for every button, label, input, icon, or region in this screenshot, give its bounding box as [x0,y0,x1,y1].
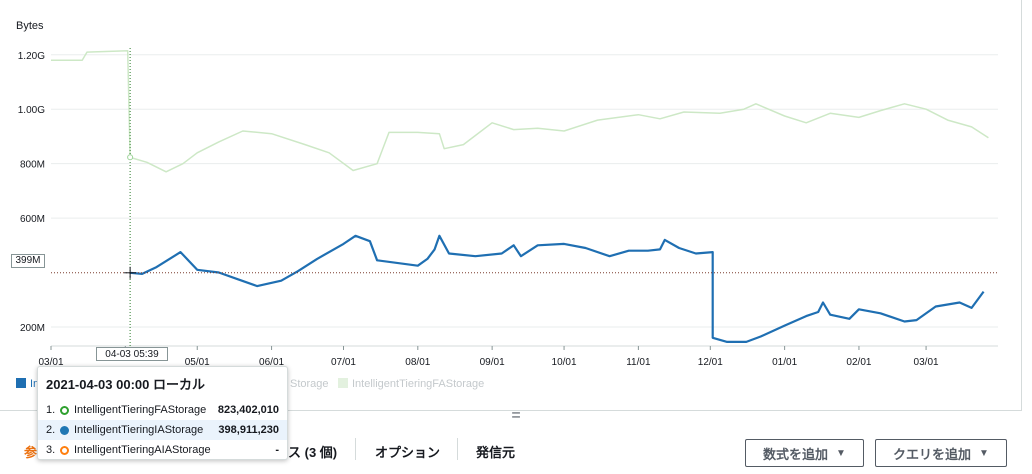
datapoint-tooltip: 2021-04-03 00:00 ローカル 1. IntelligentTier… [37,366,288,460]
legend-item-fa[interactable]: IntelligentTieringFAStorage [338,378,484,390]
tooltip-row-index: 1. [46,404,56,416]
add-query-button[interactable]: クエリを追加 ▼ [875,439,1007,467]
x-tick-label: 01/01 [772,357,797,368]
legend-item-ia[interactable]: In [16,378,39,390]
bottom-tab-bar: 参 ス (3 個) オプション 発信元 数式を追加 ▼ クエリを追加 ▼ [0,424,1032,474]
tab-source[interactable]: 参 [24,445,38,460]
add-query-label: クエリを追加 [893,446,972,462]
filled-dot-icon [60,425,69,435]
x-tick-label: 07/01 [331,357,356,368]
tooltip-row-name: IntelligentTieringFAStorage [74,404,207,416]
tooltip-row-value: - [275,444,279,456]
x-tick-label: 03/01 [914,357,939,368]
y-axis-title: Bytes [16,20,44,32]
tooltip-title: 2021-04-03 00:00 ローカル [46,377,205,392]
x-tick-label: 12/01 [698,357,723,368]
caret-down-icon: ▼ [979,447,989,459]
legend-swatch-fa [338,378,348,388]
legend-item-ia-tail: Storage [290,378,329,390]
legend-label-ia: In [30,378,40,390]
legend-label-fa: IntelligentTieringFAStorage [352,378,485,390]
y-tick-label: 1.00G [18,105,45,116]
tooltip-row: 3. IntelligentTieringAIAStorage - [38,440,287,460]
x-tick-label: 02/01 [846,357,871,368]
add-math-button[interactable]: 数式を追加 ▼ [745,439,864,467]
ring-dot-icon [60,445,69,455]
ring-dot-icon [60,405,69,415]
graph-panel: Bytes 1.20G 1.00G 800M 600M 200M 03/01 05/01 06/… [0,0,1022,411]
y-tick-label: 1.20G [18,51,45,62]
series-line-ia [129,234,985,343]
tooltip-row: 2. IntelligentTieringIAStorage 398,911,2… [38,420,287,440]
tab-options[interactable]: オプション [375,445,441,460]
tab-source-code[interactable]: 発信元 [476,445,516,460]
tooltip-row: 1. IntelligentTieringFAStorage 823,402,0… [38,400,287,420]
x-tick-label: 06/01 [259,357,284,368]
panel-resize-handle[interactable]: = [511,407,521,424]
x-tick-label: 09/01 [480,357,505,368]
series-line-fa [51,49,989,173]
tab-divider [355,438,356,460]
caret-down-icon: ▼ [836,447,846,459]
x-tick-label: 11/01 [626,357,651,368]
legend-swatch-ia [16,378,26,388]
y-tick-label: 200M [20,323,45,334]
x-tick-label: 08/01 [405,357,430,368]
tab-divider [457,438,458,460]
y-tick-label: 600M [20,214,45,225]
line-chart: Bytes 1.20G 1.00G 800M 600M 200M 03/01 05/01 06/… [16,20,998,368]
y-tick-label: 800M [20,160,45,171]
crosshair-value-label: 399M [11,254,45,268]
add-math-label: 数式を追加 [763,446,829,462]
tooltip-row-value: 398,911,230 [218,424,279,436]
legend-label-tail: Storage [290,378,329,390]
x-tick-label: 10/01 [552,357,577,368]
hover-point-fa [127,154,134,161]
tooltip-row-value: 823,402,010 [217,404,279,416]
tooltip-row-name: IntelligentTieringIAStorage [74,424,204,436]
tooltip-row-index: 2. [46,424,56,436]
x-tick-label: 03/01 [38,357,63,368]
tooltip-row-index: 3. [46,444,56,456]
x-tick-label: 05/01 [185,357,210,368]
crosshair-time-label: 04-03 05:39 [96,347,168,361]
tooltip-row-name: IntelligentTieringAIAStorage [74,444,211,456]
tab-metrics[interactable]: ス (3 個) [288,445,338,460]
